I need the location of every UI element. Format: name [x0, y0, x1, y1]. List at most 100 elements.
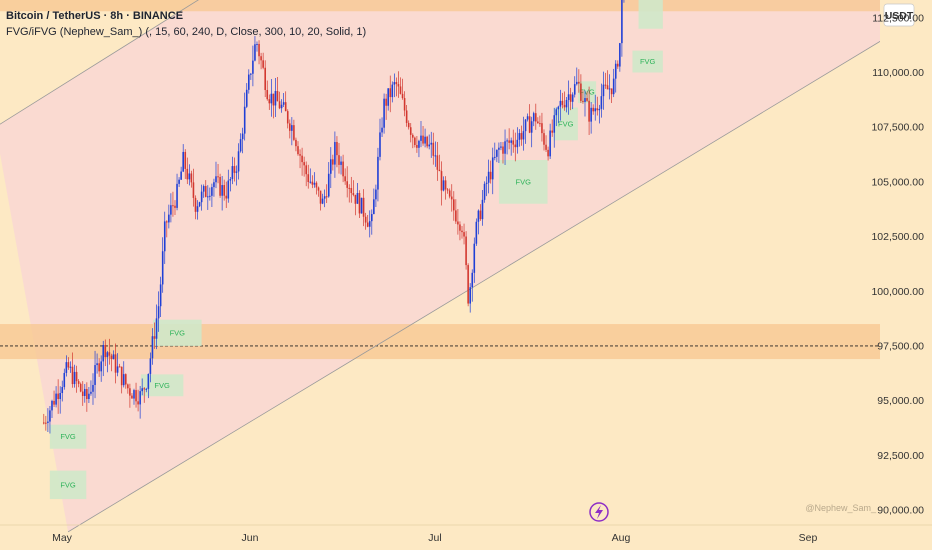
candle — [338, 155, 340, 165]
candle — [301, 155, 303, 163]
candle — [266, 90, 269, 100]
candle — [49, 410, 51, 422]
candle — [584, 98, 586, 102]
candle — [336, 142, 338, 156]
candle — [194, 197, 197, 212]
candle — [129, 388, 131, 396]
candle — [575, 81, 578, 85]
candle — [561, 100, 564, 105]
candle — [450, 196, 453, 200]
candle — [225, 195, 228, 199]
candle — [621, 0, 623, 44]
channel-lower-line — [67, 9, 932, 533]
candle — [477, 210, 480, 222]
candle — [223, 185, 225, 196]
fvg-label-3: FVG — [154, 381, 170, 390]
candle — [77, 381, 80, 384]
candle — [327, 173, 330, 197]
indicator-label[interactable]: FVG/iFVG (Nephew_Sam_) (, 15, 60, 240, D… — [6, 26, 367, 38]
fvg-box-3 — [140, 374, 184, 397]
candle — [594, 108, 597, 112]
candle — [448, 190, 451, 197]
candle — [424, 136, 426, 144]
candle — [42, 422, 45, 424]
currency-label: USDT — [885, 10, 914, 22]
candle — [313, 182, 316, 185]
candle — [67, 362, 70, 368]
candle — [170, 205, 172, 215]
candle — [401, 93, 404, 99]
x-tick-label: May — [52, 532, 73, 544]
candle — [135, 390, 137, 402]
candle — [71, 366, 74, 385]
candle — [311, 181, 314, 185]
candle — [147, 373, 150, 389]
candle — [614, 63, 617, 79]
y-tick-label: 107,500.00 — [871, 122, 924, 134]
candle — [418, 140, 420, 148]
candle — [606, 85, 609, 90]
candle — [83, 388, 86, 396]
candle — [508, 140, 510, 143]
candle — [493, 156, 496, 158]
candle — [541, 123, 543, 134]
y-tick-label: 90,000.00 — [877, 505, 924, 517]
fvg-box-7 — [638, 0, 663, 29]
candle — [452, 199, 455, 211]
candle — [588, 100, 590, 122]
candle — [385, 98, 387, 106]
candle — [569, 94, 572, 102]
candle — [356, 192, 359, 204]
candle — [245, 89, 248, 107]
candle — [578, 81, 580, 84]
candle — [47, 421, 49, 423]
candle — [391, 84, 394, 98]
candle — [293, 125, 295, 140]
candle — [272, 93, 275, 106]
candle — [481, 199, 484, 220]
candle — [436, 155, 439, 170]
candle — [55, 393, 57, 405]
x-tick-label: Sep — [799, 532, 818, 544]
candle — [139, 391, 141, 405]
candle — [237, 151, 240, 172]
candle — [258, 43, 260, 57]
fvg-label-2: FVG — [170, 328, 186, 337]
candle — [299, 154, 301, 156]
candle — [518, 133, 521, 140]
y-tick-label: 110,000.00 — [872, 67, 924, 79]
candle — [198, 202, 201, 207]
candle — [190, 173, 193, 183]
candle — [180, 171, 182, 180]
candle — [241, 133, 244, 140]
candle — [389, 88, 392, 98]
candle — [407, 122, 410, 128]
candle — [545, 144, 547, 150]
candle — [395, 82, 398, 85]
candle — [254, 44, 256, 61]
candle — [360, 197, 363, 214]
candle — [520, 133, 523, 140]
lightning-bolt-icon[interactable] — [589, 502, 609, 522]
candle — [461, 230, 463, 233]
candle — [455, 210, 457, 222]
candle — [176, 183, 178, 208]
candle — [133, 390, 135, 399]
candle — [383, 98, 385, 128]
candle — [81, 391, 84, 396]
candle — [348, 187, 351, 189]
candle — [110, 355, 113, 360]
candle — [239, 139, 242, 152]
candle — [114, 354, 117, 373]
candle — [608, 88, 611, 90]
currency-button[interactable] — [883, 3, 915, 27]
candle — [428, 144, 430, 147]
candle — [537, 121, 539, 124]
price-axis-panel — [880, 0, 932, 550]
fvg-label-0: FVG — [60, 432, 76, 441]
candle — [596, 108, 599, 111]
candle — [500, 146, 502, 148]
candle — [528, 116, 531, 133]
candle — [516, 139, 519, 148]
